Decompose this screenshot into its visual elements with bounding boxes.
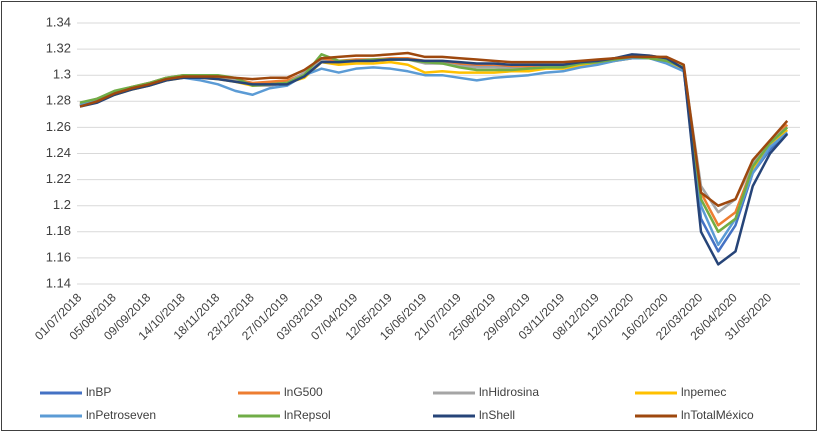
- series-line: [79, 51, 789, 207]
- legend-label: lnRepsol: [284, 408, 331, 422]
- legend-label: lnTotalMéxico: [681, 408, 754, 422]
- y-tick-label: 1.3: [53, 67, 71, 82]
- series-line: [79, 56, 789, 247]
- y-tick-label: 1.26: [46, 119, 71, 134]
- legend-label: lnShell: [479, 408, 515, 422]
- y-tick-label: 1.22: [46, 171, 71, 186]
- series-line: [79, 53, 789, 266]
- y-tick-label: 1.32: [46, 41, 71, 56]
- legend-label: lnG500: [284, 385, 323, 399]
- y-tick-label: 1.24: [46, 145, 71, 160]
- legend-label: lnPetroseven: [86, 408, 156, 422]
- y-tick-label: 1.18: [46, 223, 71, 238]
- y-tick-label: 1.14: [46, 275, 71, 290]
- legend-label: lnBP: [86, 385, 111, 399]
- legend-label: lnpemec: [681, 385, 726, 399]
- y-tick-label: 1.28: [46, 93, 71, 108]
- legend-label: lnHidrosina: [479, 385, 539, 399]
- y-tick-label: 1.2: [53, 197, 71, 212]
- y-tick-label: 1.16: [46, 249, 71, 264]
- y-tick-label: 1.34: [46, 14, 71, 29]
- series-line: [79, 53, 789, 234]
